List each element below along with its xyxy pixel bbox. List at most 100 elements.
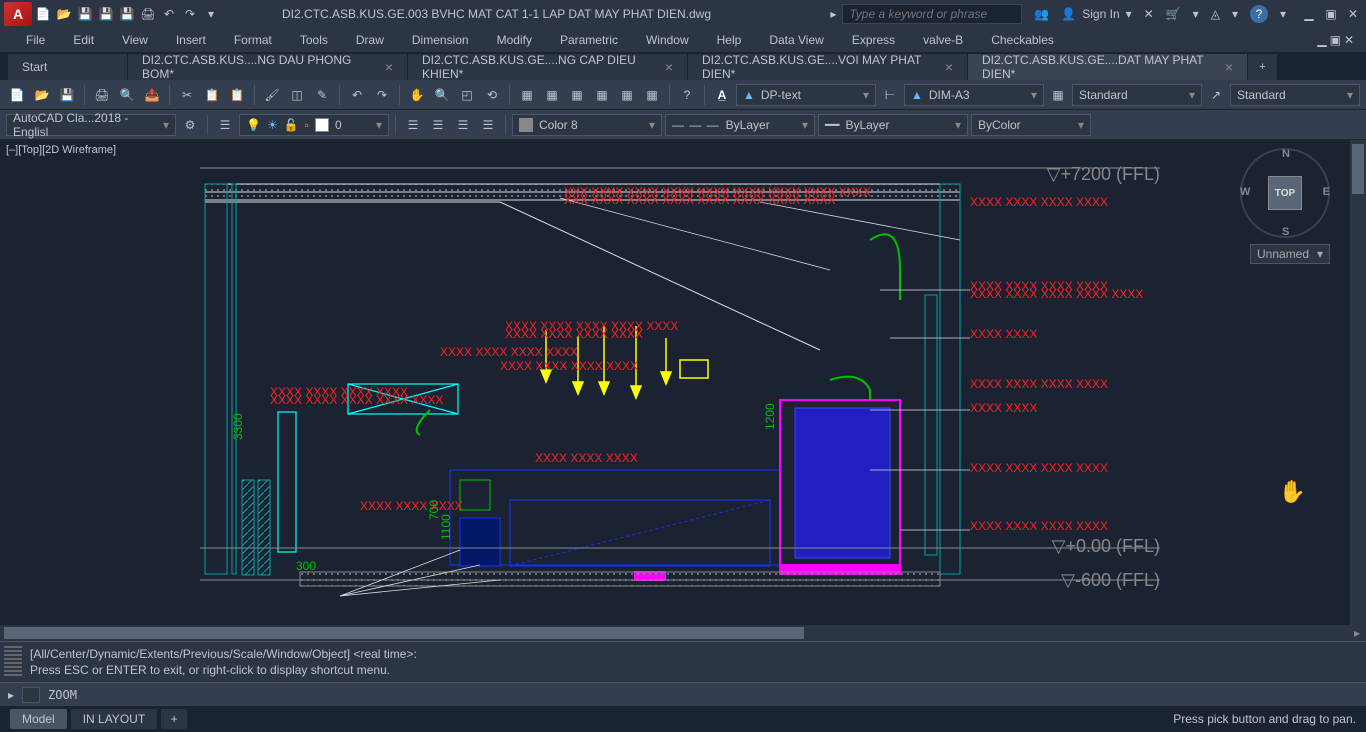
menu-checkables[interactable]: Checkables — [977, 29, 1068, 51]
tb-zoom-icon[interactable]: 🔍 — [431, 84, 453, 106]
color-combo[interactable]: Color 8 ▾ — [512, 114, 662, 136]
scrollbar-thumb[interactable] — [4, 627, 804, 639]
tb-zoomprev-icon[interactable]: ⟲ — [481, 84, 503, 106]
exchange-icon[interactable]: ✕ — [1144, 7, 1154, 21]
textstyle-combo[interactable]: ▲ DP-text ▾ — [736, 84, 876, 106]
menu-parametric[interactable]: Parametric — [546, 29, 632, 51]
menu-modify[interactable]: Modify — [483, 29, 546, 51]
new-icon[interactable]: 📄 — [34, 5, 52, 23]
command-history[interactable]: [All/Center/Dynamic/Extents/Previous/Sca… — [0, 642, 1366, 682]
tb-blockeditor-icon[interactable]: ✎ — [311, 84, 333, 106]
command-drag-handle[interactable] — [4, 646, 22, 676]
tb-zoomwin-icon[interactable]: ◰ — [456, 84, 478, 106]
doc-minimize-button[interactable]: ▁ — [1317, 33, 1326, 47]
redo-icon[interactable]: ↷ — [181, 5, 199, 23]
signin-button[interactable]: 👤 Sign In ▾ — [1061, 7, 1131, 21]
search-input[interactable] — [842, 4, 1022, 24]
doc-close-button[interactable]: ✕ — [1344, 33, 1354, 47]
tb-toolpalettes-icon[interactable]: ▦ — [566, 84, 588, 106]
menu-edit[interactable]: Edit — [59, 29, 108, 51]
tb-designcenter-icon[interactable]: ▦ — [541, 84, 563, 106]
saveall-icon[interactable]: 💾 — [118, 5, 136, 23]
menu-view[interactable]: View — [108, 29, 162, 51]
plot-icon[interactable]: 🖨 — [139, 5, 157, 23]
file-tab[interactable]: DI2.CTC.ASB.KUS....NG DAU PHONG BOM*× — [128, 54, 408, 80]
tb-sheetset-icon[interactable]: ▦ — [591, 84, 613, 106]
app-logo[interactable]: A — [4, 2, 32, 26]
cart-icon[interactable]: 🛒 — [1166, 7, 1181, 21]
menu-express[interactable]: Express — [838, 29, 909, 51]
tb-block-icon[interactable]: ◫ — [286, 84, 308, 106]
lineweight-combo[interactable]: ━━ ByLayer ▾ — [818, 114, 968, 136]
autodesk-caret-icon[interactable]: ▾ — [1232, 7, 1238, 21]
tb-layeriso-icon[interactable]: ☰ — [402, 114, 424, 136]
viewcube-west[interactable]: W — [1240, 186, 1250, 198]
tb-matchprop-icon[interactable]: 🖌 — [261, 84, 283, 106]
command-prompt-icon[interactable] — [22, 687, 40, 703]
scrollbar-thumb[interactable] — [1352, 144, 1364, 194]
tb-layerlock-icon[interactable]: ☰ — [477, 114, 499, 136]
horizontal-scrollbar[interactable]: ◂ ▸ — [0, 625, 1366, 641]
save-icon[interactable]: 💾 — [76, 5, 94, 23]
cart-caret-icon[interactable]: ▾ — [1193, 7, 1199, 21]
linetype-combo[interactable]: — — — ByLayer ▾ — [665, 114, 815, 136]
maximize-button[interactable]: ▣ — [1322, 6, 1340, 22]
workspace-combo[interactable]: AutoCAD Cla...2018 - Englisl ▾ — [6, 114, 176, 136]
menu-window[interactable]: Window — [632, 29, 703, 51]
menu-help[interactable]: Help — [703, 29, 756, 51]
tb-copy-icon[interactable]: 📋 — [201, 84, 223, 106]
add-tab-button[interactable]: + — [1248, 54, 1278, 80]
tb-markup-icon[interactable]: ▦ — [616, 84, 638, 106]
doc-restore-button[interactable]: ▣ — [1330, 33, 1341, 47]
tb-pan-icon[interactable]: ✋ — [406, 84, 428, 106]
autodesk-icon[interactable]: ◬ — [1211, 7, 1220, 21]
layer-combo[interactable]: 💡☀🔓▫ 0 ▾ — [239, 114, 389, 136]
share-icon[interactable]: 👥 — [1034, 7, 1049, 21]
tb-paste-icon[interactable]: 📋 — [226, 84, 248, 106]
minimize-button[interactable]: ▁ — [1300, 6, 1318, 22]
menu-dataview[interactable]: Data View — [755, 29, 837, 51]
tb-layerprop-icon[interactable]: ☰ — [214, 114, 236, 136]
tab-start[interactable]: Start — [8, 54, 128, 80]
close-icon[interactable]: × — [665, 59, 673, 75]
file-tab[interactable]: DI2.CTC.ASB.KUS.GE....NG CAP DIEU KHIEN*… — [408, 54, 688, 80]
tb-layeroff-icon[interactable]: ☰ — [427, 114, 449, 136]
tb-redo-icon[interactable]: ↷ — [371, 84, 393, 106]
tb-plot-icon[interactable]: 🖨 — [91, 84, 113, 106]
tb-open-icon[interactable]: 📂 — [31, 84, 53, 106]
tb-help-icon[interactable]: ? — [676, 84, 698, 106]
tb-properties-icon[interactable]: ▦ — [516, 84, 538, 106]
menu-dimension[interactable]: Dimension — [398, 29, 483, 51]
viewcube-menu[interactable]: Unnamed ▾ — [1250, 244, 1330, 264]
plotstyle-combo[interactable]: ByColor ▾ — [971, 114, 1091, 136]
tb-cut-icon[interactable]: ✂ — [176, 84, 198, 106]
close-icon[interactable]: × — [945, 59, 953, 75]
scroll-right-icon[interactable]: ▸ — [1350, 627, 1364, 639]
tb-undo-icon[interactable]: ↶ — [346, 84, 368, 106]
qat-more-icon[interactable]: ▾ — [202, 5, 220, 23]
menu-insert[interactable]: Insert — [162, 29, 220, 51]
add-layout-button[interactable]: + — [161, 709, 187, 729]
drawing-viewport[interactable]: [–][Top][2D Wireframe] — [0, 140, 1366, 625]
help-caret-icon[interactable]: ▾ — [1280, 7, 1286, 21]
tb-tablestyle-icon[interactable]: ▦ — [1047, 84, 1069, 106]
viewcube-east[interactable]: E — [1323, 186, 1330, 198]
file-tab-active[interactable]: DI2.CTC.ASB.KUS.GE....DAT MAY PHAT DIEN*… — [968, 54, 1248, 80]
layout-tab-model[interactable]: Model — [10, 709, 67, 729]
tb-quickcalc-icon[interactable]: ▦ — [641, 84, 663, 106]
layout-tab[interactable]: IN LAYOUT — [71, 709, 157, 729]
viewcube-face[interactable]: TOP — [1268, 176, 1302, 210]
tb-textstyle-icon[interactable]: A̲ — [711, 84, 733, 106]
close-icon[interactable]: × — [1225, 59, 1233, 75]
help-icon[interactable]: ? — [1250, 5, 1268, 23]
tb-workspace-settings-icon[interactable]: ⚙ — [179, 114, 201, 136]
saveas-icon[interactable]: 💾 — [97, 5, 115, 23]
close-icon[interactable]: × — [385, 59, 393, 75]
viewcube-south[interactable]: S — [1282, 226, 1289, 238]
tb-layerfrz-icon[interactable]: ☰ — [452, 114, 474, 136]
command-chevron-icon[interactable]: ▸ — [8, 688, 14, 702]
mleaderstyle-combo[interactable]: Standard ▾ — [1230, 84, 1360, 106]
tb-dimstyle-icon[interactable]: ⊢ — [879, 84, 901, 106]
tb-mleaderstyle-icon[interactable]: ↗ — [1205, 84, 1227, 106]
close-button[interactable]: ✕ — [1344, 6, 1362, 22]
